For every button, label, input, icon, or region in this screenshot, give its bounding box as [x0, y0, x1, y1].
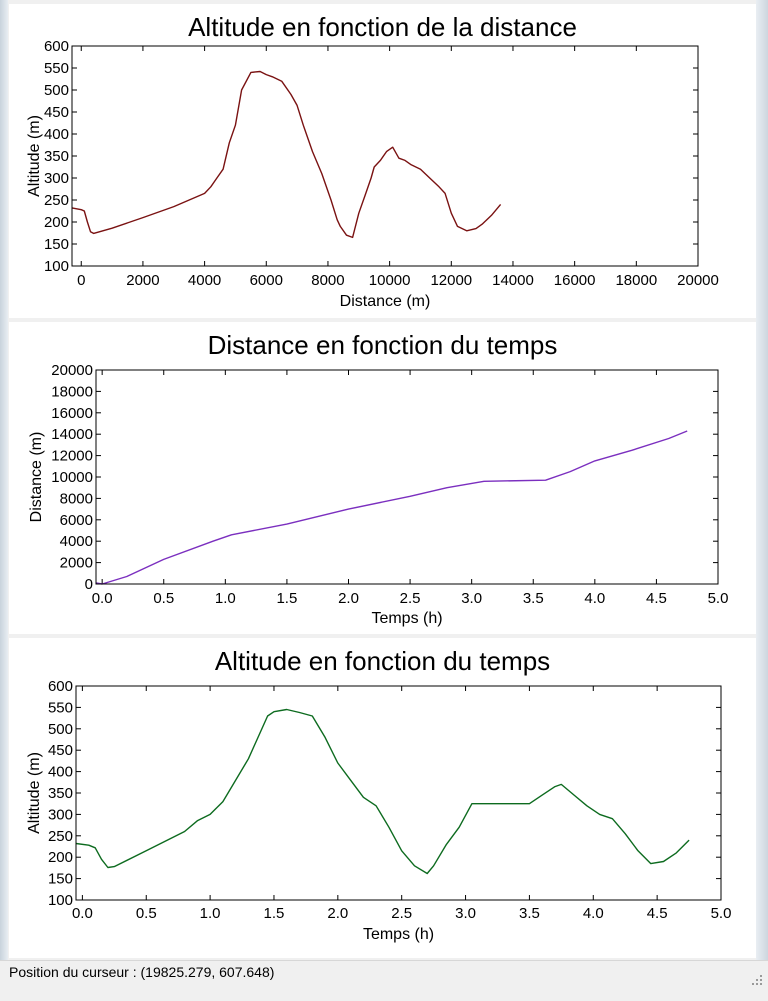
y-tick-label: 100	[44, 258, 69, 275]
x-tick-label: 4.0	[584, 590, 605, 607]
plot-frame	[71, 45, 699, 267]
resize-grip-icon[interactable]	[750, 973, 764, 987]
x-tick-label: 14000	[492, 272, 534, 289]
status-bar: Position du curseur : (19825.279, 607.64…	[0, 960, 768, 1001]
x-tick-label: 4.0	[583, 905, 604, 922]
x-tick-label: 4000	[188, 272, 221, 289]
chart-altitude-distance: Altitude en fonction de la distance 0 2000…	[26, 12, 719, 310]
plot-frame	[75, 685, 722, 901]
y-tick-label: 500	[48, 721, 73, 738]
plot-area	[76, 686, 721, 900]
x-tick-label: 0	[77, 272, 85, 289]
x-tick-label: 0.0	[92, 590, 113, 607]
x-tick-label: 3.5	[519, 905, 540, 922]
y-axis-label: Altitude (m)	[26, 115, 43, 197]
x-tick-label: 2.0	[338, 590, 359, 607]
y-tick-label: 2000	[60, 555, 93, 572]
chart-panel-altitude-distance: Altitude en fonction de la distance 0 2000…	[9, 4, 756, 318]
x-tick-label: 1.0	[215, 590, 236, 607]
x-tick-label: 0.5	[136, 905, 157, 922]
chart-title: Altitude en fonction du temps	[215, 646, 550, 676]
plot-frame	[95, 369, 719, 585]
x-tick-label: 2.5	[400, 590, 421, 607]
plot-area	[96, 370, 718, 584]
y-tick-label: 10000	[51, 469, 93, 486]
right-window-edge	[756, 0, 768, 962]
x-axis-label: Temps (h)	[363, 926, 434, 943]
x-tick-label: 2.5	[391, 905, 412, 922]
series-line	[71, 70, 502, 239]
y-tick-label: 14000	[51, 426, 93, 443]
x-tick-label: 1.5	[264, 905, 285, 922]
x-tick-label: 4.5	[646, 590, 667, 607]
x-tick-label: 1.5	[276, 590, 297, 607]
x-tick-label: 8000	[311, 272, 344, 289]
y-tick-label: 200	[44, 214, 69, 231]
y-tick-label: 400	[44, 126, 69, 143]
x-tick-label: 4.5	[647, 905, 668, 922]
y-tick-label: 8000	[60, 490, 93, 507]
y-tick-label: 200	[48, 849, 73, 866]
x-tick-label: 5.0	[708, 590, 729, 607]
y-axis-label: Distance (m)	[28, 432, 45, 523]
x-tick-label: 16000	[554, 272, 596, 289]
series-line	[95, 430, 688, 585]
x-tick-label: 0.0	[72, 905, 93, 922]
y-tick-label: 16000	[51, 405, 93, 422]
y-tick-label: 400	[48, 764, 73, 781]
y-tick-label: 18000	[51, 383, 93, 400]
chart-title: Altitude en fonction de la distance	[188, 12, 577, 42]
x-tick-label: 3.0	[455, 905, 476, 922]
series-line	[75, 708, 690, 875]
y-tick-label: 6000	[60, 512, 93, 529]
chart-panel-distance-time: Distance en fonction du temps 0.0 0.5 1.0 1.…	[9, 322, 756, 634]
y-tick-label: 0	[85, 576, 93, 593]
x-tick-label: 10000	[369, 272, 411, 289]
x-axis-label: Temps (h)	[371, 610, 442, 627]
y-tick-label: 350	[48, 785, 73, 802]
y-tick-label: 350	[44, 148, 69, 165]
chart-title: Distance en fonction du temps	[208, 330, 558, 360]
x-tick-label: 5.0	[711, 905, 732, 922]
y-tick-label: 20000	[51, 362, 93, 379]
y-axis-label: Altitude (m)	[26, 752, 43, 834]
x-tick-label: 1.0	[200, 905, 221, 922]
left-window-edge	[0, 0, 8, 962]
y-tick-label: 500	[44, 82, 69, 99]
y-tick-label: 550	[44, 60, 69, 77]
x-tick-label: 2.0	[327, 905, 348, 922]
x-tick-label: 18000	[615, 272, 657, 289]
chart-distance-time: Distance en fonction du temps 0.0 0.5 1.0 1.…	[28, 330, 729, 627]
chart-altitude-time: Altitude en fonction du temps 0.0 0.5 1.0 1.…	[26, 646, 732, 943]
y-tick-label: 250	[48, 828, 73, 845]
y-tick-label: 450	[44, 104, 69, 121]
y-tick-label: 300	[48, 806, 73, 823]
x-tick-label: 3.5	[523, 590, 544, 607]
x-tick-label: 6000	[250, 272, 283, 289]
y-tick-label: 250	[44, 192, 69, 209]
plot-area	[72, 46, 698, 266]
y-tick-label: 450	[48, 742, 73, 759]
cursor-position-text: Position du curseur : (19825.279, 607.64…	[9, 964, 275, 980]
y-tick-label: 150	[44, 236, 69, 253]
y-tick-label: 4000	[60, 533, 93, 550]
chart-panel-altitude-time: Altitude en fonction du temps 0.0 0.5 1.0 1.…	[9, 638, 756, 958]
x-tick-label: 20000	[677, 272, 719, 289]
y-tick-label: 150	[48, 871, 73, 888]
x-tick-label: 2000	[126, 272, 159, 289]
y-tick-label: 100	[48, 892, 73, 909]
x-axis-label: Distance (m)	[340, 293, 431, 310]
x-tick-label: 12000	[430, 272, 472, 289]
y-tick-label: 300	[44, 170, 69, 187]
x-tick-label: 0.5	[153, 590, 174, 607]
y-tick-label: 550	[48, 699, 73, 716]
y-tick-label: 12000	[51, 448, 93, 465]
x-tick-label: 3.0	[461, 590, 482, 607]
y-tick-label: 600	[48, 678, 73, 695]
y-tick-label: 600	[44, 38, 69, 55]
